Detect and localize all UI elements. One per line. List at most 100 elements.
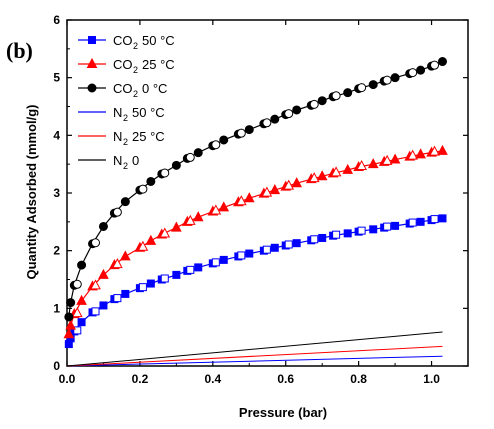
legend-subscript: 2 (123, 161, 128, 171)
data-point-open (332, 230, 341, 239)
data-point (318, 233, 327, 242)
legend-gas: CO (113, 81, 133, 96)
data-point-open (284, 240, 293, 249)
data-point (243, 192, 255, 203)
data-point-open (186, 265, 195, 274)
data-point-open (138, 184, 148, 194)
data-point (171, 160, 181, 170)
series-5 (66, 331, 443, 367)
data-point-open (91, 238, 101, 248)
legend-gas: CO (113, 57, 133, 72)
y-tick-label: 5 (53, 71, 60, 85)
data-point (64, 312, 74, 322)
x-tick-label: 1.0 (423, 372, 440, 386)
data-point (343, 229, 352, 238)
data-point-open (211, 258, 220, 267)
data-point (77, 260, 87, 270)
data-point-open (357, 226, 366, 235)
data-point (171, 221, 182, 232)
data-point-open (356, 159, 367, 171)
data-point-open (73, 326, 82, 335)
data-point (99, 301, 108, 310)
series-layer (63, 57, 448, 367)
series-line (66, 331, 443, 367)
data-point (415, 148, 426, 159)
data-point-open (237, 251, 246, 260)
data-point-open (382, 75, 392, 85)
data-point-open (112, 258, 123, 269)
data-point-open (309, 99, 319, 109)
data-point-open (113, 294, 122, 303)
data-point-open (72, 279, 82, 289)
data-point-open (408, 68, 418, 78)
data-point-open (160, 168, 170, 178)
data-point (269, 184, 281, 195)
data-point (65, 319, 76, 330)
legend-subscript: 2 (123, 113, 128, 123)
legend-gas: N (113, 129, 122, 144)
series-1 (63, 144, 448, 339)
data-point-open (236, 195, 247, 206)
data-point (76, 294, 87, 305)
data-point (292, 105, 302, 115)
data-point-open (112, 207, 122, 217)
data-point-open (330, 166, 342, 177)
series-2 (64, 57, 447, 322)
legend-subscript: 2 (123, 137, 128, 147)
data-point-open (308, 172, 320, 183)
legend-swatch-marker (87, 83, 97, 93)
data-point (192, 211, 204, 222)
data-point (219, 255, 228, 264)
legend-entry: CO 2 50 °C (78, 33, 175, 51)
data-point (218, 201, 230, 212)
legend-subscript: 2 (133, 65, 138, 75)
legend-subscript: 2 (133, 41, 138, 51)
x-tick-label: 0.8 (350, 372, 367, 386)
data-point (193, 148, 203, 158)
data-point-open (71, 307, 83, 318)
legend-temp: 0 (132, 153, 139, 168)
x-tick-label: 0.6 (277, 372, 294, 386)
series-line (68, 217, 443, 345)
legend-swatch-marker (88, 36, 96, 44)
data-point (292, 239, 301, 248)
legend-entry: CO 2 25 °C (78, 57, 175, 75)
legend-temp: 0 °C (142, 81, 167, 96)
data-point (121, 289, 130, 298)
data-point (98, 268, 109, 279)
data-point (270, 243, 279, 252)
data-point (244, 125, 254, 135)
data-point (146, 176, 156, 186)
data-point-open (211, 140, 221, 150)
data-point (416, 65, 426, 75)
data-point (416, 217, 425, 226)
data-point-open (137, 240, 149, 251)
data-point (77, 318, 86, 327)
data-point (342, 163, 354, 174)
data-point-open (261, 186, 273, 197)
data-point (391, 221, 400, 230)
data-point (317, 96, 327, 106)
legend-gas: N (113, 105, 122, 120)
series-3 (66, 355, 443, 367)
data-point-open (429, 145, 440, 156)
x-axis-title: Pressure (bar) (239, 405, 327, 420)
data-point (119, 250, 131, 261)
x-tick-label: 0.2 (132, 372, 149, 386)
y-tick-label: 1 (53, 301, 60, 315)
data-point-open (310, 235, 319, 244)
data-point-open (210, 204, 222, 215)
x-tick-label: 0.4 (204, 372, 221, 386)
data-point (194, 263, 203, 272)
data-point-open (430, 60, 440, 70)
legend: CO 2 50 °CCO 2 25 °CCO 2 0 °CN 2 50 °CN 2 25 °CN 2 0 (78, 33, 175, 171)
data-point (437, 57, 447, 67)
data-point (66, 298, 76, 308)
data-point-open (185, 152, 195, 162)
y-tick-label: 4 (53, 128, 60, 142)
data-point (146, 279, 155, 288)
data-point-open (160, 274, 169, 283)
legend-entry: N 2 25 °C (78, 129, 165, 147)
data-point-open (430, 215, 439, 224)
